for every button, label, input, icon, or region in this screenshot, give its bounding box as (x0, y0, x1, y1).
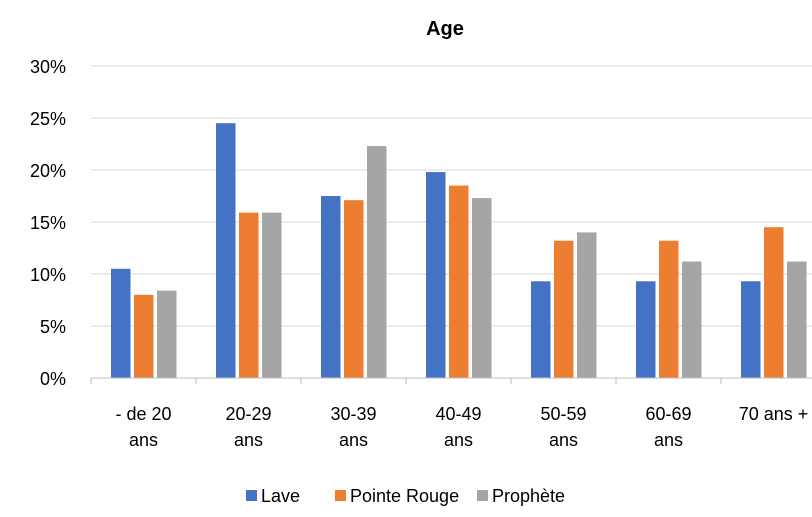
legend: Lave Pointe Rouge Prophète (246, 486, 565, 506)
bar (449, 185, 469, 378)
chart-title: Age (426, 18, 464, 40)
legend-label: Prophète (492, 486, 565, 506)
bar (787, 261, 807, 378)
x-tick-label: 20-29 ans (225, 404, 271, 450)
bar (321, 196, 341, 378)
bar (764, 227, 784, 378)
bar (216, 123, 236, 378)
x-axis-tick-labels: - de 20 ans 20-29 ans 30-39 ans 40-49 ans 50-59 a… (115, 404, 808, 450)
bar (134, 294, 154, 378)
bar (157, 290, 177, 378)
legend-swatch (246, 490, 257, 501)
bar (472, 198, 492, 378)
y-tick-label: 5% (40, 317, 66, 337)
bar (682, 261, 702, 378)
bar (367, 146, 387, 378)
bar (531, 281, 551, 378)
y-tick-label: 0% (40, 369, 66, 389)
bar (636, 281, 656, 378)
legend-label: Lave (261, 486, 300, 506)
legend-item: Pointe Rouge (335, 486, 459, 506)
bar (554, 240, 574, 378)
legend-label: Pointe Rouge (350, 486, 459, 506)
x-tick-label: 70 ans + (739, 404, 809, 424)
bar (239, 212, 259, 378)
bar (111, 268, 131, 378)
legend-item: Prophète (477, 486, 565, 506)
legend-item: Lave (246, 486, 300, 506)
bar (577, 232, 597, 378)
legend-swatch (335, 490, 346, 501)
y-tick-label: 10% (30, 265, 66, 285)
y-tick-label: 30% (30, 57, 66, 77)
y-axis-tick-labels: 0% 5% 10% 15% 20% 25% 30% (30, 57, 66, 389)
bars (111, 123, 807, 378)
x-tick-label: - de 20 ans (115, 404, 171, 450)
x-tick-label: 40-49 ans (435, 404, 481, 450)
x-tick-label: 30-39 ans (330, 404, 376, 450)
y-tick-label: 25% (30, 109, 66, 129)
x-axis (90, 377, 812, 384)
x-tick-label: 60-69 ans (645, 404, 691, 450)
bar (659, 240, 679, 378)
bar (262, 212, 282, 378)
x-tick-label: 50-59 ans (540, 404, 586, 450)
y-tick-label: 15% (30, 213, 66, 233)
legend-swatch (477, 490, 488, 501)
bar (344, 200, 364, 378)
bar (741, 281, 761, 378)
bar (426, 172, 446, 378)
y-tick-label: 20% (30, 161, 66, 181)
